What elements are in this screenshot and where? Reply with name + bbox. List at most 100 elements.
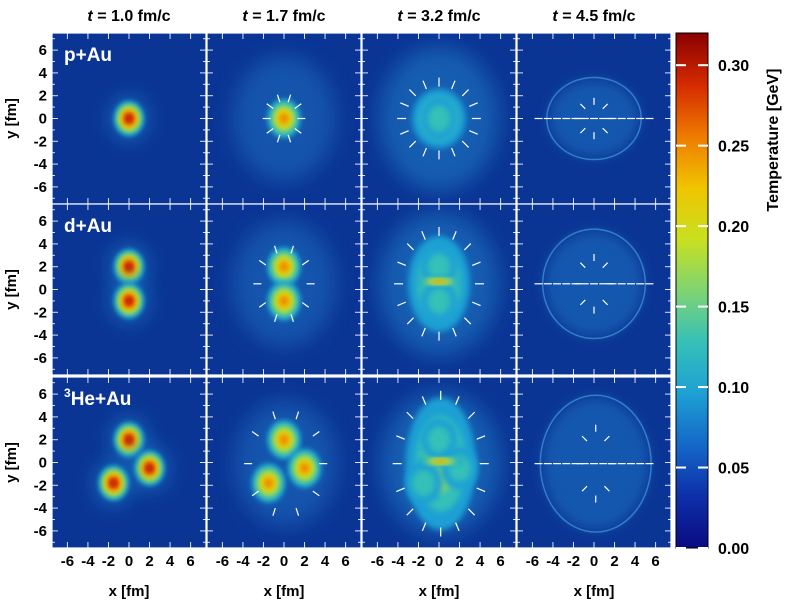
x-tick-label: 2 <box>145 553 153 570</box>
flow-arrow <box>287 94 292 103</box>
y-tick-label: 2 <box>39 88 47 105</box>
flow-arrows-inner <box>574 97 614 140</box>
flow-arrows <box>253 245 315 322</box>
panel-content <box>232 221 336 347</box>
panel-3He+Au-t1: 3He+Au <box>51 376 207 549</box>
hot-spot <box>288 448 321 488</box>
x-tick-label: -4 <box>236 553 250 570</box>
hot-spot <box>114 422 144 457</box>
colorbar-tick-label: 0.15 <box>718 300 749 317</box>
flow-arrow <box>406 411 414 419</box>
panel-p+Au-t3 <box>361 32 517 205</box>
flow-arrow <box>455 396 460 405</box>
flow-arrow <box>581 435 588 442</box>
panel-d+Au-t3 <box>361 203 517 376</box>
flow-arrow <box>312 490 320 497</box>
x-tick-label: 2 <box>300 553 308 570</box>
panel-content <box>379 46 499 191</box>
panel-border <box>206 376 362 549</box>
x-tick-label: 6 <box>186 553 194 570</box>
flow-arrow <box>266 103 274 109</box>
y-tick-label: 4 <box>39 236 48 253</box>
flow-arrow <box>406 317 415 325</box>
panel-content <box>234 400 338 527</box>
panel-ticks <box>362 377 516 548</box>
flow-arrow <box>266 128 274 134</box>
flow-arrow <box>287 134 292 143</box>
x-tick-label: 2 <box>610 553 618 570</box>
panel-content <box>94 416 170 506</box>
x-axis-label: x [fm] <box>109 583 150 600</box>
column-title-1: t = 1.0 fm/c <box>87 8 170 25</box>
x-axis-label: x [fm] <box>574 583 615 600</box>
y-tick-label: 6 <box>39 42 47 59</box>
panel-d+Au-t4 <box>516 203 672 376</box>
x-axis-label: x [fm] <box>419 583 460 600</box>
hot-spot <box>420 96 458 141</box>
flow-arrow <box>452 327 457 337</box>
panel-border <box>206 203 362 376</box>
flow-arrow <box>579 262 586 269</box>
x-tick-label: 0 <box>280 553 288 570</box>
flow-arrow <box>396 435 405 440</box>
flow-arrow <box>463 243 472 251</box>
colorbar: 0.30 0.25 0.20 0.15 0.10 0.05 0.00 Temperature … <box>675 32 782 558</box>
flow-arrows <box>262 94 306 143</box>
colorbar-label: Temperature [GeV] <box>765 69 782 212</box>
flow-arrow <box>451 80 456 90</box>
panel-d+Au-t2 <box>206 203 362 376</box>
hot-spot <box>405 461 443 505</box>
flow-arrow <box>469 130 478 135</box>
hot-spot <box>267 247 301 287</box>
column-title-3: t = 3.2 fm/c <box>397 8 480 25</box>
panel-content <box>379 211 499 356</box>
flow-arrow <box>301 259 310 266</box>
colorbar-tick-label: 0.30 <box>718 58 749 75</box>
system-label: 3He+Au <box>64 386 131 410</box>
hot-spot <box>420 279 458 323</box>
flow-arrows <box>392 390 489 537</box>
panel-content <box>109 95 149 142</box>
flow-arrow <box>451 147 456 157</box>
system-label: p+Au <box>64 45 112 66</box>
flow-arrow <box>397 301 407 307</box>
panel-content <box>534 394 654 533</box>
panel-content <box>232 55 336 182</box>
hot-spot <box>420 418 458 462</box>
x-tick-label: -6 <box>371 553 384 570</box>
flow-arrow <box>408 89 417 97</box>
colorbar-tick-label: 0.10 <box>718 380 749 397</box>
x-tick-label: 6 <box>651 553 659 570</box>
panel-border <box>361 376 517 549</box>
flow-arrow <box>273 313 278 322</box>
panel-content <box>109 243 149 324</box>
flow-arrow <box>463 317 472 325</box>
y-tick-label: 6 <box>39 386 47 403</box>
hot-spot <box>267 420 301 460</box>
x-tick-label: 0 <box>125 553 133 570</box>
flow-arrows-inner <box>576 424 616 503</box>
x-tick-label: -4 <box>391 553 405 570</box>
y-tick-label: -2 <box>34 133 47 150</box>
flow-arrows-inner <box>574 254 614 314</box>
panel-ticks <box>207 33 361 204</box>
flow-arrow <box>471 261 481 267</box>
flow-arrow <box>467 411 476 419</box>
y-axis-label: y [fm] <box>3 269 20 310</box>
flow-arrow <box>251 430 259 437</box>
panel-3He+Au-t3 <box>361 376 517 549</box>
y-tick-label: 0 <box>39 111 47 128</box>
y-tick-label: -4 <box>34 500 48 517</box>
x-tick-label: 0 <box>435 553 443 570</box>
y-tick-label: 0 <box>39 282 47 299</box>
flow-arrow <box>400 102 409 107</box>
x-tick-label: 4 <box>166 553 175 570</box>
panel-grid: p+Au d+Au 3He+Au <box>51 32 672 549</box>
hot-spot <box>267 99 301 138</box>
flow-arrow <box>467 508 476 516</box>
hot-spot <box>267 281 301 321</box>
flow-arrow <box>602 103 609 110</box>
panel-border <box>516 203 672 376</box>
